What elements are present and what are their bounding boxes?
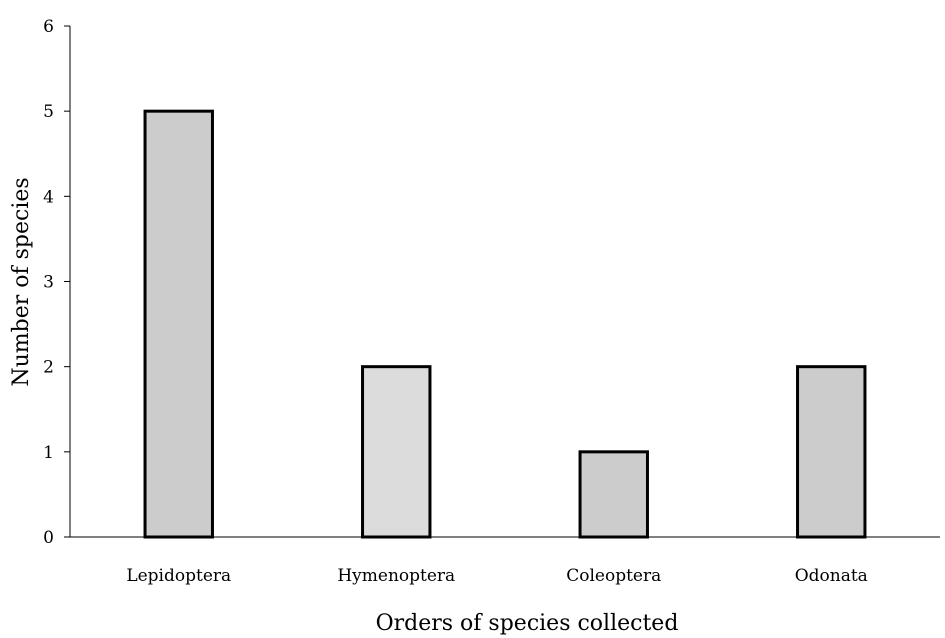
y-tick-label: 5 <box>43 102 54 122</box>
y-tick-label: 2 <box>43 358 54 378</box>
y-tick-label: 4 <box>43 187 54 207</box>
y-tick-label: 6 <box>43 17 54 37</box>
bar-coleoptera <box>578 450 649 539</box>
y-axis-title: Number of species <box>9 177 34 386</box>
bar-hymenoptera <box>361 365 432 539</box>
x-category-labels: Lepidoptera Hymenoptera Coleoptera Odonata <box>126 566 867 586</box>
bars <box>143 109 867 539</box>
y-tick-label: 0 <box>43 528 54 548</box>
y-tick-label: 3 <box>43 273 54 293</box>
x-category-label: Lepidoptera <box>126 566 231 586</box>
y-ticks: 0 1 2 3 4 5 6 <box>43 17 70 548</box>
bar-odonata <box>796 365 867 539</box>
x-axis-title: Orders of species collected <box>376 611 679 636</box>
x-category-label: Hymenoptera <box>337 566 455 586</box>
x-category-label: Coleoptera <box>566 566 661 586</box>
x-category-label: Odonata <box>795 566 868 586</box>
bar-lepidoptera <box>143 109 214 539</box>
y-tick-label: 1 <box>43 443 54 463</box>
